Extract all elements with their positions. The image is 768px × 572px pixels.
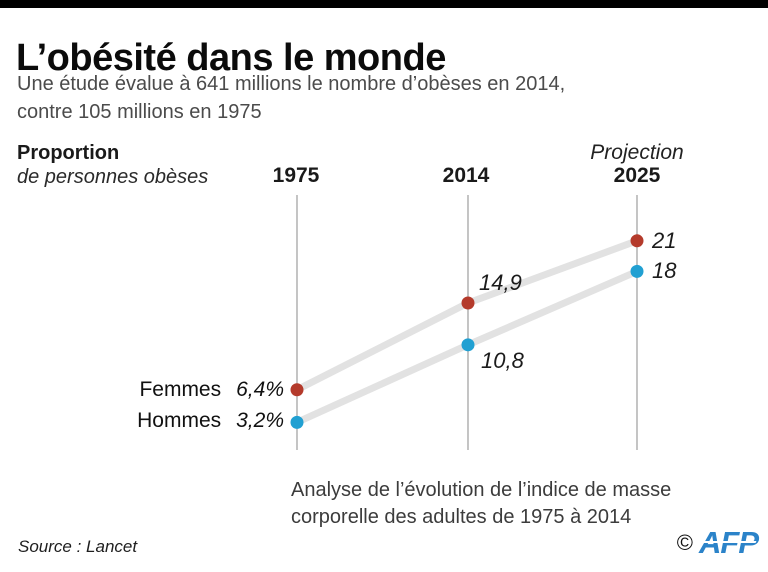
afp-logo: AFP — [699, 525, 759, 560]
subtitle-line-2: contre 105 millions en 1975 — [17, 101, 262, 123]
note-line-2: corporelle des adultes de 1975 à 2014 — [291, 506, 632, 528]
column-header-2025: 2025 — [613, 164, 661, 187]
methodology-note: Analyse de l’évolution de l’indice de ma… — [291, 477, 751, 531]
femmes-value-2014: 14,9 — [479, 270, 522, 295]
subtitle-line-1: Une étude évalue à 641 millions le nombr… — [17, 73, 566, 95]
column-header-1975: 1975 — [272, 164, 320, 187]
source-credit: Source : Lancet — [18, 537, 138, 556]
y-axis-title: Proportion — [17, 142, 120, 164]
top-border-bar — [0, 0, 768, 8]
femmes-name: Femmes — [139, 378, 222, 401]
column-header-2014: 2014 — [442, 164, 490, 187]
hommes-value-1975: 3,2% — [236, 409, 284, 432]
note-line-1: Analyse de l’évolution de l’indice de ma… — [291, 479, 672, 501]
projection-label: Projection — [590, 141, 684, 164]
agency-credit: © AFP — [676, 525, 759, 560]
y-axis-subtitle: de personnes obèses — [17, 166, 209, 188]
copyright-icon: © — [676, 530, 693, 555]
series-label-femmes: Femmes 6,4% — [139, 378, 284, 402]
hommes-value-2014: 10,8 — [481, 348, 524, 373]
femmes-value-1975: 6,4% — [236, 378, 284, 401]
series-label-hommes: Hommes 3,2% — [137, 409, 284, 433]
subtitle: Une étude évalue à 641 millions le nombr… — [17, 70, 657, 126]
hommes-name: Hommes — [137, 409, 222, 432]
femmes-value-2025: 21 — [652, 228, 677, 253]
page-title: L’obésité dans le monde — [16, 37, 446, 80]
hommes-value-2025: 18 — [652, 258, 677, 283]
